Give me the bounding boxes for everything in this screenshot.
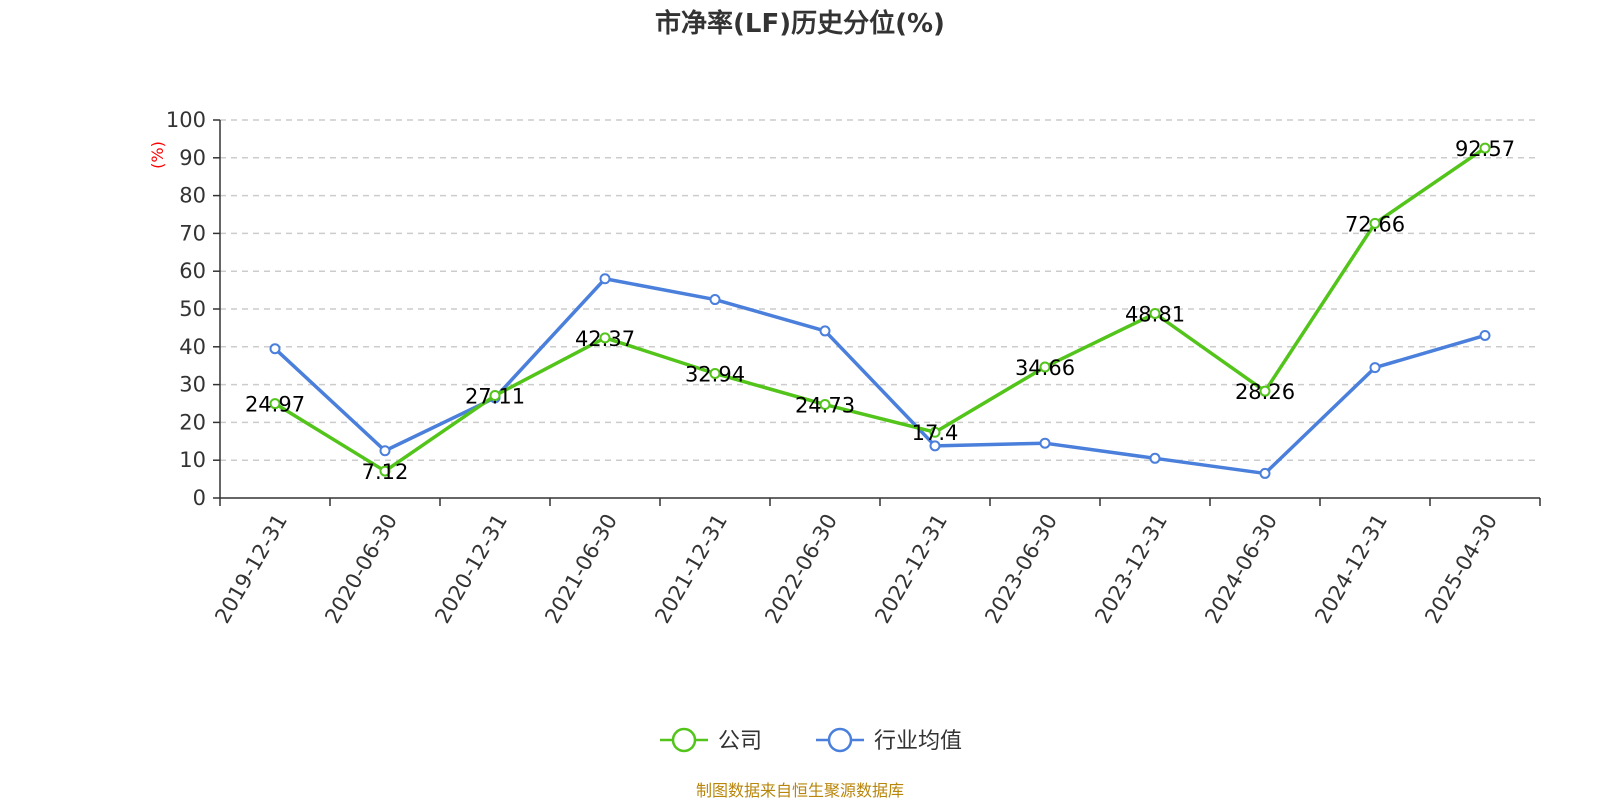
data-labels: 24.97 7.12 27.11 42.37 32.94 24.73 17.4 34.66 48… <box>245 137 1515 484</box>
data-label: 32.94 <box>685 362 745 386</box>
grid-lines <box>220 119 1540 461</box>
data-label: 24.97 <box>245 393 305 417</box>
x-tick-label: 2020-06-30 <box>320 510 402 628</box>
series-point-industry[interactable] <box>599 273 611 285</box>
series-point-company[interactable] <box>1479 142 1491 154</box>
series-point-company[interactable] <box>599 332 611 344</box>
series-point-company[interactable] <box>1259 385 1271 397</box>
y-tick-label: 60 <box>179 259 206 283</box>
data-label: 17.4 <box>912 421 959 445</box>
series-point-industry[interactable] <box>819 325 831 337</box>
series-point-industry[interactable] <box>1369 362 1381 374</box>
legend-label: 公司 <box>718 729 762 754</box>
series-point-company[interactable] <box>1039 361 1051 373</box>
series-point-industry[interactable] <box>1259 467 1271 479</box>
x-tick-label: 2020-12-31 <box>430 510 512 628</box>
legend-marker-icon <box>827 727 853 753</box>
data-label: 7.12 <box>362 460 409 484</box>
x-tick-label: 2024-06-30 <box>1200 510 1282 628</box>
series-line-company <box>274 146 1486 473</box>
series-point-company[interactable] <box>1149 307 1161 319</box>
y-tick-label: 10 <box>179 448 206 472</box>
data-label: 48.81 <box>1125 302 1185 326</box>
y-tick-label: 40 <box>179 335 206 359</box>
y-tick-label: 90 <box>179 146 206 170</box>
series-point-industry[interactable] <box>929 440 941 452</box>
legend-label: 行业均值 <box>874 729 962 754</box>
x-tick-label: 2022-06-30 <box>760 510 842 628</box>
series-point-industry[interactable] <box>709 294 721 306</box>
y-tick-label: 20 <box>179 410 206 434</box>
data-label: 24.73 <box>795 394 855 418</box>
legend-item-industry[interactable]: 行业均值 <box>816 727 962 754</box>
series-point-industry[interactable] <box>379 445 391 457</box>
legend-item-company[interactable]: 公司 <box>660 727 762 754</box>
series-line-industry <box>273 277 1486 476</box>
y-tick-label: 80 <box>179 184 206 208</box>
x-tick-label: 2025-04-30 <box>1420 510 1502 628</box>
y-axis-label: (%) <box>148 141 167 169</box>
data-label: 34.66 <box>1015 356 1075 380</box>
y-tick-label: 70 <box>179 221 206 245</box>
series-point-company[interactable] <box>489 390 501 402</box>
chart-title: 市净率(LF)历史分位(%) <box>655 8 945 39</box>
series-point-industry[interactable] <box>1039 437 1051 449</box>
x-tick-label: 2023-12-31 <box>1090 510 1172 628</box>
data-label: 28.26 <box>1235 380 1295 404</box>
x-tick-label: 2023-06-30 <box>980 510 1062 628</box>
data-label: 92.57 <box>1455 137 1515 161</box>
series-point-company[interactable] <box>709 367 721 379</box>
series-point-company[interactable] <box>929 426 941 438</box>
series-point-company[interactable] <box>269 398 281 410</box>
series-point-industry[interactable] <box>1479 329 1491 341</box>
data-label: 42.37 <box>575 327 635 351</box>
y-tick-label: 50 <box>179 297 206 321</box>
x-tick-label: 2021-06-30 <box>540 510 622 628</box>
series-point-company[interactable] <box>1369 217 1381 229</box>
series-layer <box>269 142 1491 479</box>
series-point-company[interactable] <box>819 399 831 411</box>
x-tick-label: 2022-12-31 <box>870 510 952 628</box>
data-label: 27.11 <box>465 385 525 409</box>
source-note: 制图数据来自恒生聚源数据库 <box>696 781 904 800</box>
legend-marker-icon <box>671 727 697 753</box>
series-point-industry[interactable] <box>269 343 281 355</box>
legend[interactable]: 公司 行业均值 <box>660 727 962 754</box>
series-point-company[interactable] <box>379 465 391 477</box>
y-tick-label: 0 <box>193 486 206 510</box>
data-label: 72.66 <box>1345 212 1405 236</box>
x-tick-label: 2021-12-31 <box>650 510 732 628</box>
x-tick-label: 2019-12-31 <box>210 510 292 628</box>
x-tick-label: 2024-12-31 <box>1310 510 1392 628</box>
y-tick-label: 30 <box>179 373 206 397</box>
y-tick-label: 100 <box>166 108 206 132</box>
axes: 0 10 20 30 40 50 60 70 80 90 100 2019-12-31 2020-06-… <box>166 108 1541 628</box>
series-point-industry[interactable] <box>1149 452 1161 464</box>
